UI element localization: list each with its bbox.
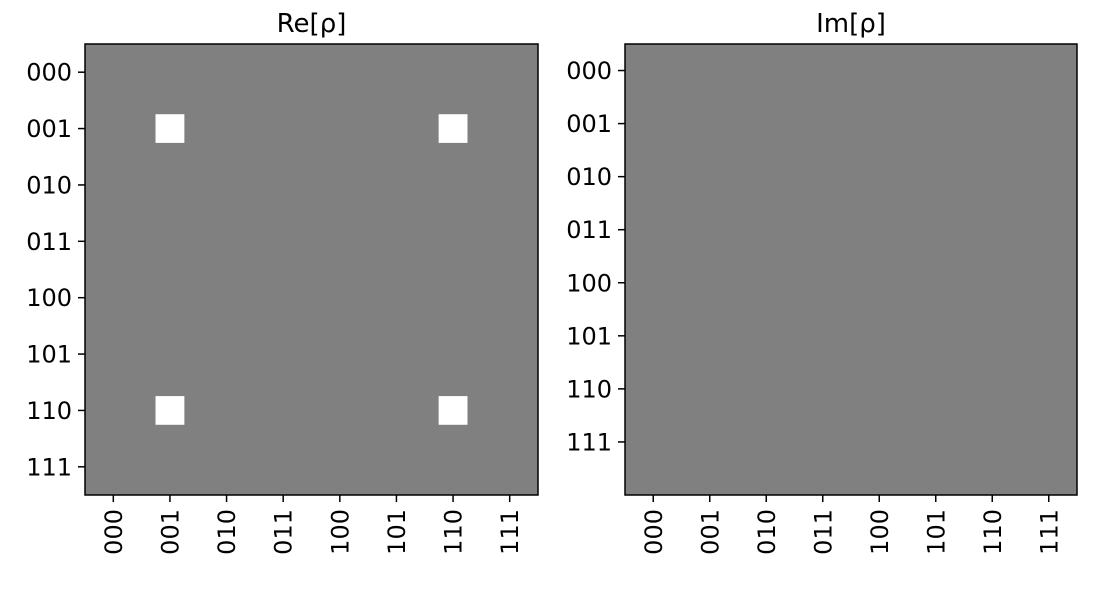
x-tick-label: 001 <box>156 509 184 555</box>
cell-110-110 <box>438 396 468 425</box>
y-tick-label: 000 <box>26 59 72 87</box>
x-tick-label: 101 <box>383 509 411 555</box>
plot-frame <box>624 43 1078 496</box>
x-tick-label: 000 <box>100 509 128 555</box>
plot-background <box>85 44 538 495</box>
y-tick-label: 111 <box>566 428 612 456</box>
y-tick-label: 101 <box>26 341 72 369</box>
x-tick-label: 011 <box>270 509 298 555</box>
x-tick-label: 111 <box>1035 509 1063 555</box>
y-tick-label: 110 <box>26 397 72 425</box>
y-tick-label: 111 <box>26 453 72 481</box>
x-tick-label: 010 <box>213 509 241 555</box>
y-tick-label: 110 <box>566 375 612 403</box>
y-tick-label: 101 <box>566 322 612 350</box>
y-tick-label: 010 <box>26 171 72 199</box>
y-tick-label: 100 <box>566 269 612 297</box>
y-tick-label: 011 <box>26 228 72 256</box>
x-tick-label: 101 <box>922 509 950 555</box>
y-tick-label: 000 <box>566 57 612 85</box>
x-tick-label: 110 <box>979 509 1007 555</box>
panel-title: Re[ρ] <box>277 9 347 39</box>
panel-im: Im[ρ] 000 001 010 011 100 101 110 111 000 001 010 01… <box>566 9 1078 555</box>
y-tick-label: 011 <box>566 216 612 244</box>
y-tick-label: 100 <box>26 284 72 312</box>
x-tick-label: 011 <box>809 509 837 555</box>
x-tick-label: 100 <box>866 509 894 555</box>
panel-title: Im[ρ] <box>816 9 886 39</box>
y-tick-label: 001 <box>566 110 612 138</box>
x-tick-label: 100 <box>326 509 354 555</box>
cell-001-110 <box>438 114 468 143</box>
x-tick-label: 111 <box>496 509 524 555</box>
x-tick-label: 110 <box>440 509 468 555</box>
y-tick-label: 010 <box>566 163 612 191</box>
plot-frame <box>84 43 539 496</box>
x-tick-label: 001 <box>696 509 724 555</box>
x-tick-label: 010 <box>753 509 781 555</box>
cell-001-001 <box>155 114 185 143</box>
y-tick-label: 001 <box>26 115 72 143</box>
cell-110-001 <box>155 396 185 425</box>
panel-re: Re[ρ] 000 001 010 011 100 101 110 111 000 001 010 01… <box>26 9 539 555</box>
plot-background <box>625 44 1077 495</box>
x-tick-label: 000 <box>640 509 668 555</box>
